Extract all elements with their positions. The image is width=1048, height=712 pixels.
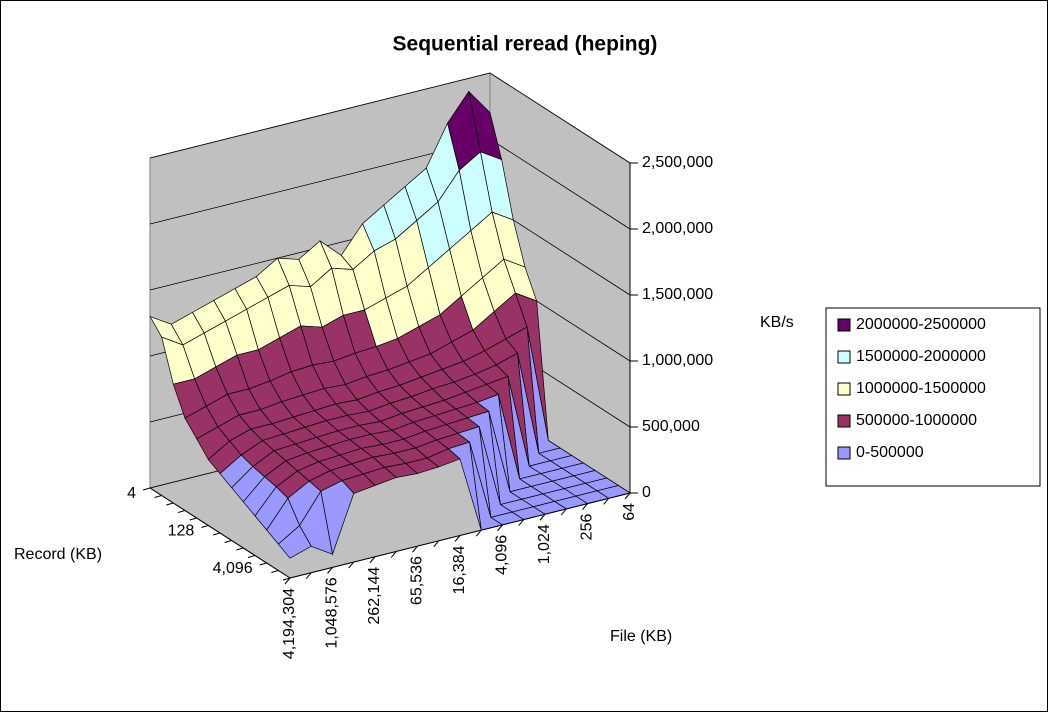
grid-line [149, 72, 631, 164]
z-axis-title: KB/s [760, 314, 794, 331]
x-tick [518, 519, 525, 526]
y-tick [247, 555, 256, 558]
y-tick [282, 577, 291, 581]
legend-label: 500000-1000000 [856, 412, 977, 429]
legend-label: 0-500000 [856, 444, 924, 461]
x-tick [603, 497, 610, 505]
x-tick-label: 65,536 [409, 556, 426, 605]
y-tick [177, 510, 186, 513]
y-tick [201, 525, 209, 528]
x-tick [433, 540, 440, 548]
y-tick [212, 532, 221, 536]
z-tick-label: 2,500,000 [642, 154, 713, 171]
plot-area [148, 72, 632, 579]
x-tick [390, 551, 397, 558]
x-tick [369, 556, 376, 564]
legend [825, 307, 1041, 487]
z-tick-label: 500,000 [642, 418, 700, 435]
x-tick [412, 545, 418, 553]
x-tick [475, 529, 482, 537]
y-tick-label: 128 [168, 523, 195, 540]
x-tick-label: 64 [621, 503, 638, 521]
x-tick [497, 524, 503, 532]
x-tick-label: 256 [579, 514, 596, 541]
surface-patch [277, 525, 312, 559]
x-tick [582, 503, 588, 510]
z-tick-label: 1,500,000 [642, 286, 713, 303]
x-tick-label: 1,048,576 [324, 577, 341, 648]
z-tick-label: 1,000,000 [642, 352, 713, 369]
legend-swatch [837, 446, 851, 460]
y-tick [189, 517, 197, 521]
z-tick-label: 0 [642, 484, 651, 501]
y-axis-title: Record (KB) [14, 546, 102, 563]
x-tick [284, 577, 291, 585]
z-tick-label: 2,000,000 [642, 220, 713, 237]
x-tick-label: 1,024 [536, 524, 553, 564]
x-tick [539, 513, 546, 521]
legend-label: 1500000-2000000 [856, 348, 986, 365]
x-tick-label: 16,384 [451, 545, 468, 594]
x-tick [305, 572, 312, 580]
y-tick-label: 4 [127, 485, 136, 502]
legend-swatch [837, 414, 851, 428]
x-tick [348, 561, 355, 569]
chart-title: Sequential reread (heping) [393, 33, 658, 56]
x-tick-label: 4,096 [494, 535, 511, 575]
y-tick-label: 4,096 [213, 560, 253, 577]
x-tick-label: 262,144 [366, 567, 383, 625]
y-tick [166, 502, 174, 506]
y-axis [149, 487, 291, 579]
x-axis-title: File (KB) [610, 628, 672, 645]
x-tick [624, 492, 631, 500]
legend-swatch [837, 318, 851, 332]
y-tick [224, 540, 232, 543]
x-tick [560, 508, 567, 516]
legend-label: 1000000-1500000 [856, 380, 986, 397]
y-tick [236, 547, 244, 551]
legend-label: 2000000-2500000 [856, 316, 986, 333]
legend-swatch [837, 382, 851, 396]
x-tick [454, 535, 461, 542]
x-axis [289, 492, 631, 579]
y-tick [142, 487, 151, 491]
legend-swatch [837, 350, 851, 364]
y-tick [271, 570, 279, 573]
y-tick [154, 495, 162, 498]
y-tick [259, 562, 267, 566]
x-tick-label: 4,194,304 [281, 588, 298, 659]
x-tick [327, 567, 333, 574]
